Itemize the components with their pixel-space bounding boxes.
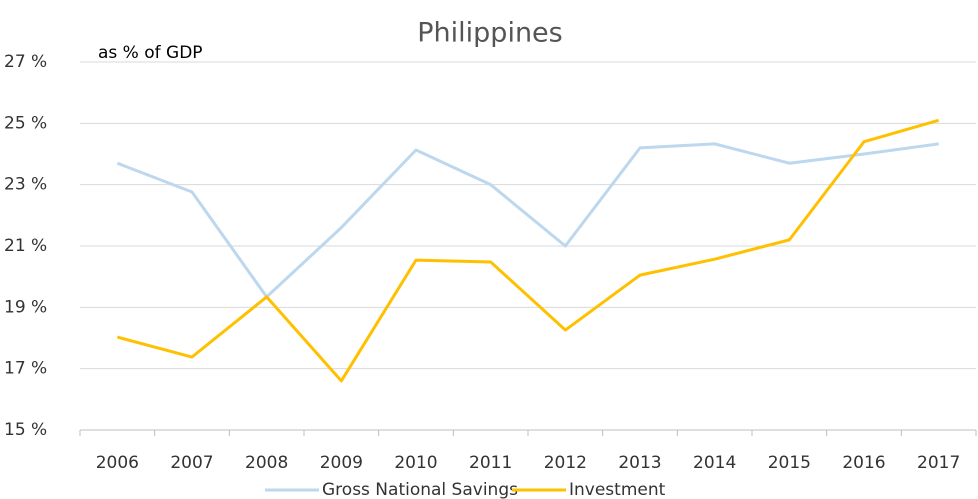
x-tick-label: 2006 [96, 453, 139, 473]
x-tick-label: 2014 [693, 453, 736, 473]
annotation: as % of GDP [98, 43, 203, 63]
x-tick-label: 2013 [618, 453, 661, 473]
y-tick-label: 25 % [4, 113, 47, 133]
y-tick-label: 15 % [4, 420, 47, 440]
y-tick-label: 27 % [4, 52, 47, 72]
y-tick-label: 19 % [4, 297, 47, 317]
line-series [116, 118, 940, 383]
x-tick-label: 2007 [170, 453, 213, 473]
x-tick-label: 2016 [842, 453, 885, 473]
x-tick-label: 2009 [320, 453, 363, 473]
line-series [116, 142, 939, 299]
x-tick-label: 2015 [768, 453, 811, 473]
chart-title: Philippines [417, 18, 562, 49]
x-tick-label: 2008 [245, 453, 288, 473]
legend-label: Gross National Savings [322, 480, 518, 499]
y-tick-label: 21 % [4, 236, 47, 256]
x-tick-label: 2017 [917, 453, 960, 473]
legend-label: Investment [569, 480, 666, 499]
x-tick-label: 2011 [469, 453, 512, 473]
y-tick-label: 23 % [4, 175, 47, 195]
x-tick-label: 2012 [544, 453, 587, 473]
x-tick-label: 2010 [394, 453, 437, 473]
y-tick-label: 17 % [4, 359, 47, 379]
